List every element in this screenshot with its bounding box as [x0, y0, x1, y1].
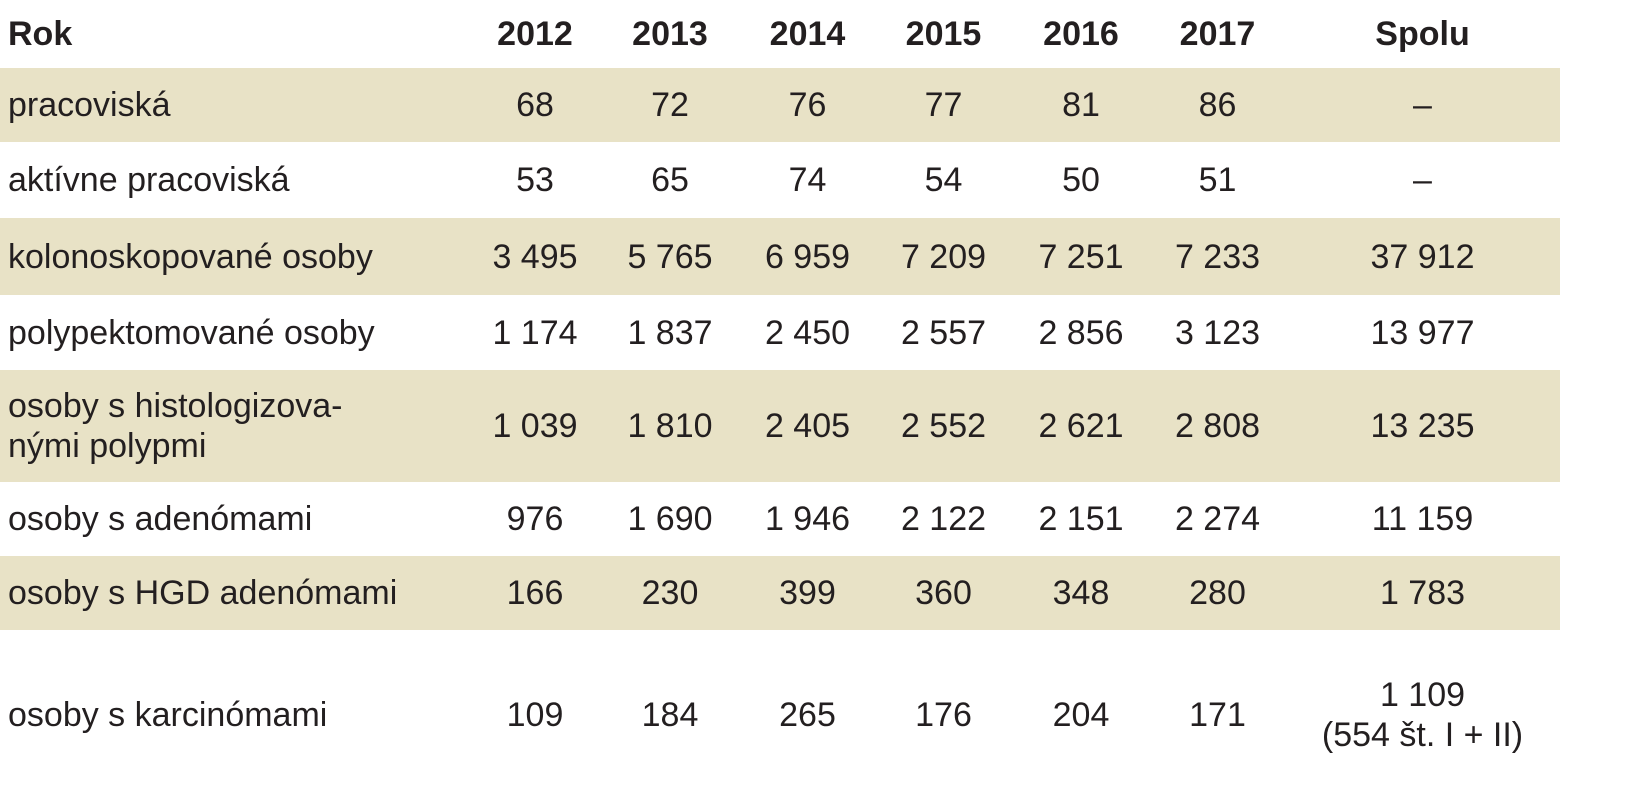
- cell: 53: [516, 161, 554, 199]
- row-label: osoby s histologizova- nými polypmi: [0, 370, 470, 482]
- header-cell: 2015: [905, 15, 982, 53]
- cell: 2 557: [900, 313, 987, 352]
- cell: 1 174: [492, 313, 578, 352]
- cell: 399: [740, 556, 875, 630]
- cell: –: [1285, 68, 1560, 142]
- row-label: aktívne pracoviská: [8, 161, 290, 199]
- header-cell: Spolu: [1375, 15, 1470, 53]
- cell: 5 765: [600, 218, 740, 295]
- row-label: osoby s karcinómami: [8, 696, 328, 734]
- row-label: osoby s HGD adenómami: [0, 556, 470, 630]
- cell: 76: [740, 68, 875, 142]
- cell: 265: [779, 696, 836, 734]
- cell: 1 690: [627, 500, 713, 538]
- header-cell: 2014: [769, 15, 846, 53]
- cell: 6 959: [740, 218, 875, 295]
- header-cell: 2012: [497, 15, 573, 53]
- cell: 2 856: [1038, 313, 1124, 352]
- table-row: kolonoskopované osoby 3 495 5 765 6 959 7 20…: [0, 218, 1560, 295]
- table-row: aktívne pracoviská 53 65 74 54 50 51 –: [0, 142, 1560, 218]
- cell: 50: [1062, 161, 1100, 199]
- cell: 51: [1198, 161, 1237, 199]
- table-row: osoby s HGD adenómami 166 230 399 360 348 280 1…: [0, 556, 1560, 630]
- cell: 77: [875, 68, 1012, 142]
- cell: 74: [788, 161, 827, 199]
- cell: 86: [1150, 68, 1285, 142]
- cell: 7 209: [875, 218, 1012, 295]
- cell: 81: [1012, 68, 1150, 142]
- table-row: pracoviská 68 72 76 77 81 86–: [0, 68, 1560, 142]
- header-cell: 2013: [632, 15, 708, 53]
- cell: 2 621: [1012, 370, 1150, 482]
- cell: 184: [641, 696, 699, 734]
- cell: 976: [506, 500, 564, 538]
- cell: 72: [600, 68, 740, 142]
- cell: 204: [1052, 696, 1110, 734]
- header-cell: 2017: [1179, 15, 1256, 53]
- cell: 7 251: [1012, 218, 1150, 295]
- cell: 1 783: [1285, 556, 1560, 630]
- table-row: osoby s histologizova- nými polypmi 1 039…: [0, 370, 1560, 482]
- cell: 37 912: [1285, 218, 1560, 295]
- cell: 3 495: [470, 218, 600, 295]
- cell: 7 233: [1150, 218, 1285, 295]
- cell: 1 946: [764, 500, 851, 538]
- cell: 1 039: [470, 370, 600, 482]
- table-row: osoby s karcinómami 109 184 265 176 204 171 1 1…: [0, 630, 1560, 800]
- cell: 54: [924, 161, 963, 199]
- cell: 68: [470, 68, 600, 142]
- cell: 176: [915, 696, 972, 734]
- row-label: osoby s adenómami: [8, 500, 313, 538]
- cell: 2 808: [1150, 370, 1285, 482]
- row-label: pracoviská: [0, 68, 470, 142]
- cell: 348: [1012, 556, 1150, 630]
- cell: 1 810: [600, 370, 740, 482]
- data-table: Rok 2012 2013 2014 2015 2016 2017 Spolu pracovi…: [0, 0, 1560, 800]
- cell: 230: [600, 556, 740, 630]
- header-cell: 2016: [1043, 15, 1119, 53]
- table-row: polypektomované osoby 1 174 1 837 2 450 2 55…: [0, 295, 1560, 370]
- cell: 2 552: [875, 370, 1012, 482]
- cell: 65: [651, 161, 689, 199]
- cell: 13 235: [1285, 370, 1560, 482]
- cell: 3 123: [1174, 313, 1261, 352]
- row-label: kolonoskopované osoby: [0, 218, 470, 295]
- cell: 2 274: [1174, 500, 1261, 538]
- cell: 2 122: [900, 500, 987, 538]
- header-cell: Rok: [8, 15, 73, 53]
- cell: 2 151: [1038, 500, 1124, 538]
- cell: 2 405: [740, 370, 875, 482]
- header-row: Rok 2012 2013 2014 2015 2016 2017 Spolu: [0, 0, 1560, 68]
- row-label: polypektomované osoby: [8, 313, 375, 352]
- cell: 1 109 (554 št. I + II): [1321, 676, 1524, 754]
- cell: 109: [506, 696, 564, 734]
- cell: 2 450: [764, 313, 851, 352]
- cell: –: [1413, 161, 1432, 199]
- cell: 166: [470, 556, 600, 630]
- cell: 13 977: [1370, 313, 1475, 352]
- cell: 1 837: [627, 313, 713, 352]
- cell: 280: [1150, 556, 1285, 630]
- cell: 11 159: [1371, 500, 1474, 538]
- cell: 360: [875, 556, 1012, 630]
- cell: 171: [1189, 696, 1246, 734]
- table-row: osoby s adenómami 976 1 690 1 946 2 122 2 151…: [0, 482, 1560, 556]
